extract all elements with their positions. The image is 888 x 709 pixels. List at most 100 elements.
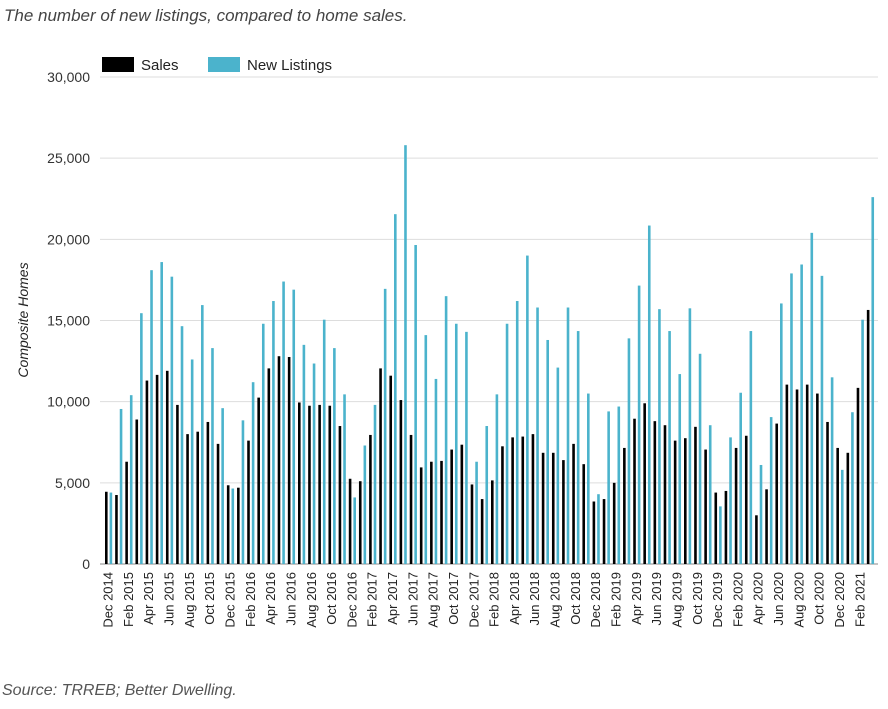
bar-sales	[836, 447, 839, 564]
y-axis-label: Composite Homes	[15, 262, 31, 377]
bar-new-listings	[495, 394, 499, 564]
bar-new-listings	[292, 289, 296, 564]
bar-new-listings	[221, 408, 224, 564]
bar-sales	[816, 393, 819, 564]
bar-sales	[470, 484, 474, 564]
x-tick-label: Aug 2017	[426, 572, 441, 628]
bar-sales	[673, 440, 677, 564]
bar-new-listings	[566, 307, 570, 564]
bar-sales	[805, 384, 809, 564]
bar-new-listings	[312, 363, 316, 564]
bar-new-listings	[739, 392, 742, 564]
bar-new-listings	[150, 270, 153, 564]
x-tick-label: Feb 2016	[243, 572, 258, 627]
bar-new-listings	[160, 262, 163, 564]
bar-sales	[379, 368, 382, 564]
bar-sales	[633, 418, 636, 564]
bar-sales	[602, 499, 606, 564]
bar-sales	[440, 460, 443, 564]
x-tick-label: Aug 2019	[669, 572, 684, 628]
bar-sales	[562, 460, 565, 564]
x-tick-label: Aug 2016	[304, 572, 319, 628]
bar-new-listings	[231, 488, 235, 564]
bar-sales	[653, 421, 657, 564]
x-tick-label: Oct 2019	[690, 572, 705, 625]
x-tick-label: Oct 2016	[324, 572, 339, 625]
x-tick-label: Oct 2015	[202, 572, 217, 625]
bar-new-listings	[363, 445, 367, 564]
bar-sales	[541, 452, 545, 564]
x-tick-label: Feb 2021	[852, 572, 867, 627]
bar-sales	[226, 485, 230, 564]
bar-new-listings	[708, 425, 712, 564]
x-tick-label: Jun 2016	[283, 572, 298, 626]
y-tick-label: 15,000	[47, 313, 90, 329]
bar-sales	[318, 404, 321, 564]
bar-new-listings	[597, 494, 600, 564]
bar-new-listings	[272, 301, 275, 564]
bar-new-listings	[587, 393, 590, 564]
bar-new-listings	[322, 319, 326, 564]
bar-new-listings	[536, 307, 539, 564]
bar-sales	[247, 440, 250, 564]
bar-sales	[724, 490, 728, 564]
bar-new-listings	[607, 411, 610, 564]
bar-sales	[358, 481, 362, 564]
bar-new-listings	[201, 305, 204, 564]
bar-sales	[775, 423, 779, 564]
bar-new-listings	[820, 275, 824, 564]
bar-sales	[755, 515, 758, 564]
bar-sales	[623, 447, 626, 564]
bar-new-listings	[556, 367, 560, 564]
x-tick-label: Jun 2020	[771, 572, 786, 626]
bar-new-listings	[526, 255, 529, 564]
bar-sales	[206, 421, 210, 564]
bar-new-listings	[170, 276, 174, 564]
bar-new-listings	[617, 406, 621, 564]
bar-new-listings	[546, 339, 549, 564]
bar-sales	[369, 434, 372, 564]
x-tick-label: Aug 2018	[548, 572, 563, 628]
bar-new-listings	[647, 225, 651, 565]
bar-sales	[663, 425, 667, 564]
x-tick-label: Jun 2015	[162, 572, 177, 626]
source-note: Source: TRREB; Better Dwelling.	[2, 682, 237, 699]
bar-sales	[551, 452, 555, 564]
bar-sales	[501, 446, 504, 564]
bar-sales	[399, 400, 403, 564]
bar-sales	[105, 491, 108, 564]
x-tick-label: Dec 2018	[588, 572, 603, 628]
y-tick-label: 25,000	[47, 150, 90, 166]
bar-new-listings	[759, 464, 763, 564]
x-tick-label: Dec 2016	[344, 572, 359, 628]
bar-sales	[511, 437, 514, 564]
bar-sales	[196, 431, 200, 564]
x-tick-label: Jun 2019	[649, 572, 664, 626]
bar-sales	[409, 434, 413, 564]
x-tick-label: Feb 2017	[365, 572, 380, 627]
bar-new-listings	[180, 326, 184, 564]
x-tick-label: Feb 2019	[608, 572, 623, 627]
x-tick-label: Dec 2014	[101, 572, 116, 628]
bar-new-listings	[861, 319, 864, 564]
bar-new-listings	[475, 461, 478, 564]
y-tick-label: 30,000	[47, 69, 90, 85]
bar-new-listings	[688, 308, 692, 564]
grid-lines	[100, 76, 878, 565]
bar-sales	[826, 421, 829, 564]
x-tick-label: Apr 2015	[141, 572, 156, 625]
bar-new-listings	[190, 359, 194, 564]
bar-sales	[308, 405, 311, 564]
x-tick-label: Jun 2018	[527, 572, 542, 626]
x-tick-label: Dec 2020	[832, 572, 847, 628]
bar-new-listings	[404, 145, 407, 564]
x-tick-label: Oct 2017	[446, 572, 461, 625]
bar-new-listings	[505, 323, 509, 564]
x-tick-label: Dec 2019	[710, 572, 725, 628]
bar-new-listings	[576, 331, 580, 564]
bar-sales	[328, 405, 332, 564]
bars	[105, 145, 875, 565]
bar-new-listings	[485, 426, 489, 564]
bar-sales	[684, 438, 687, 564]
bar-new-listings	[729, 437, 732, 564]
